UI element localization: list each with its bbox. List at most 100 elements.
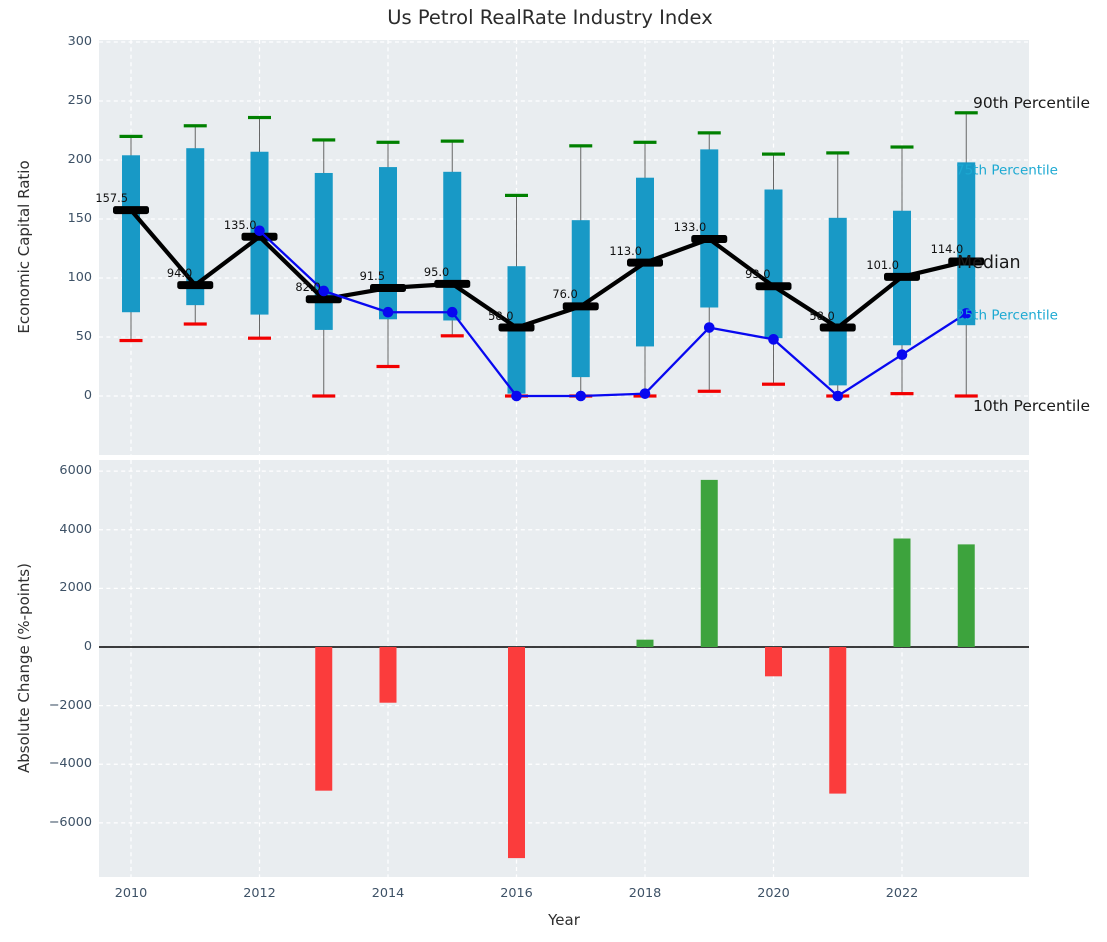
cap-90th-2018 — [633, 140, 657, 144]
change-bar-2021 — [829, 647, 847, 794]
top-y-tick-label: 150 — [67, 211, 92, 226]
cap-90th-2021 — [826, 151, 850, 155]
x-axis-label: Year — [548, 911, 580, 929]
iqr-box-2020 — [764, 189, 783, 339]
cap-90th-2012 — [248, 115, 271, 120]
annotation-p25: 25th Percentile — [956, 308, 1058, 324]
change-bar-2014 — [379, 647, 397, 703]
cap-10th-2011 — [183, 322, 207, 326]
cap-10th-2012 — [248, 336, 271, 340]
median-dash-2015 — [434, 279, 471, 288]
median-value-label-2021: 58.0 — [809, 308, 835, 323]
median-dash-2022 — [884, 272, 920, 281]
change-bar-2023 — [957, 544, 975, 647]
median-value-label-2018: 113.0 — [609, 243, 642, 258]
change-bar-2013 — [315, 647, 333, 791]
bottom-y-tick-label: 0 — [83, 639, 92, 654]
iqr-box-2019 — [700, 149, 719, 308]
change-bar-2016 — [508, 647, 525, 859]
median-dash-2020 — [755, 282, 792, 291]
median-value-label-2016: 58.0 — [488, 308, 514, 323]
change-bar-2019 — [700, 479, 718, 647]
median-dash-2018 — [627, 258, 663, 267]
iqr-box-2011 — [186, 148, 205, 306]
iqr-box-2017 — [571, 220, 590, 378]
top-y-tick-label: 200 — [67, 152, 92, 167]
bottom-y-tick-label: 6000 — [59, 463, 92, 479]
change-bar-2018 — [636, 639, 654, 647]
iqr-box-2010 — [122, 155, 140, 313]
median-dash-2016 — [498, 323, 535, 332]
company-point-2016 — [511, 390, 522, 402]
chart-title: Us Petrol RealRate Industry Index — [387, 6, 713, 29]
x-tick-label: 2010 — [114, 886, 148, 901]
x-tick-label: 2014 — [371, 886, 405, 901]
change-bars — [315, 479, 975, 859]
top-y-tick-label: 300 — [67, 34, 92, 49]
iqr-box-2021 — [828, 217, 847, 386]
company-point-2013 — [318, 285, 330, 297]
cap-10th-2015 — [440, 334, 464, 338]
median-value-label-2013: 82.0 — [295, 280, 321, 295]
top-y-tick-label: 100 — [67, 270, 92, 285]
cap-90th-2019 — [697, 131, 721, 135]
cap-90th-2016 — [505, 193, 528, 197]
annotation-median: Median — [957, 253, 1021, 273]
top-y-tick-label: 50 — [75, 329, 92, 344]
cap-10th-2019 — [697, 389, 721, 393]
company-point-2012 — [254, 225, 265, 237]
median-dash-2017 — [562, 302, 599, 311]
cap-90th-2010 — [119, 134, 143, 138]
top-y-tick-label: 0 — [83, 388, 92, 403]
iqr-box-2023 — [957, 162, 976, 326]
cap-90th-2014 — [376, 140, 400, 144]
company-point-2015 — [446, 306, 458, 318]
x-tick-label: 2016 — [500, 886, 533, 901]
iqr-box-2015 — [443, 171, 462, 321]
company-point-2022 — [896, 349, 908, 361]
x-tick-label: 2022 — [885, 886, 919, 901]
company-point-2020 — [768, 334, 779, 345]
median-value-label-2014: 91.5 — [359, 269, 385, 284]
median-value-label-2015: 95.0 — [423, 264, 450, 279]
median-value-label-2020: 93.0 — [745, 267, 771, 282]
cap-10th-2022 — [890, 392, 914, 396]
bottom-y-tick-label: −6000 — [48, 814, 92, 830]
x-tick-label: 2012 — [243, 886, 276, 901]
company-point-2014 — [382, 306, 394, 318]
bottom-y-tick-label: −4000 — [48, 756, 92, 772]
annotation-p75: 75th Percentile — [956, 163, 1058, 179]
median-value-label-2010: 157.5 — [95, 191, 128, 206]
change-bar-2020 — [765, 647, 782, 677]
cap-90th-2023 — [954, 111, 978, 115]
cap-10th-2013 — [312, 394, 336, 398]
bottom-y-tick-label: −2000 — [48, 697, 92, 713]
median-dash-2013 — [305, 295, 342, 304]
x-tick-label: 2018 — [628, 886, 662, 901]
cap-10th-2014 — [376, 364, 400, 369]
annotation-p10: 10th Percentile — [973, 397, 1090, 415]
bottom-plot-background — [99, 460, 1029, 877]
annotation-p90: 90th Percentile — [973, 94, 1090, 112]
x-tick-label: 2020 — [757, 886, 790, 901]
median-dash-2019 — [691, 235, 728, 244]
cap-10th-2020 — [762, 382, 785, 386]
median-value-label-2012: 135.0 — [223, 217, 257, 232]
median-line — [129, 208, 967, 330]
cap-90th-2011 — [183, 124, 207, 128]
company-point-2021 — [832, 390, 844, 402]
median-value-label-2023: 114.0 — [930, 242, 964, 257]
median-dash-2023 — [948, 257, 985, 266]
iqr-box-2013 — [314, 172, 333, 330]
median-dash-2011 — [177, 281, 214, 290]
cap-10th-2023 — [954, 394, 978, 398]
cap-10th-2010 — [119, 338, 143, 343]
cap-90th-2017 — [569, 144, 593, 148]
median-dash-2021 — [819, 323, 856, 332]
median-value-label-2019: 133.0 — [673, 220, 707, 235]
top-y-tick-label: 250 — [67, 93, 92, 108]
cap-90th-2020 — [762, 152, 785, 156]
bottom-y-tick-label: 2000 — [59, 580, 92, 596]
cap-90th-2013 — [312, 138, 336, 142]
